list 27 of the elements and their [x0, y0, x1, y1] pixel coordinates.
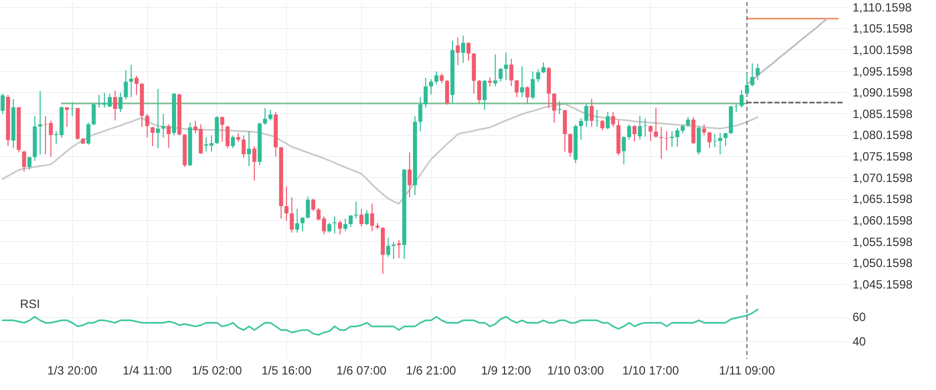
- x-tick-label: 1/10 17:00: [622, 364, 680, 378]
- y-tick-label: 1,045.1598: [852, 277, 913, 292]
- y-tick-label: 1,080.1598: [852, 128, 913, 142]
- y-tick-label: 60: [852, 310, 866, 324]
- x-tick-label: 1/5 02:00: [192, 364, 242, 378]
- chart-title: RSI: [20, 297, 40, 311]
- x-tick-label: 1/10 03:00: [547, 364, 604, 378]
- x-tick-label: 1/9 12:00: [480, 364, 532, 378]
- x-tick-label: 1/6 07:00: [336, 364, 387, 378]
- x-tick-label: 1/3 20:00: [47, 364, 98, 378]
- y-tick-label: 1,090.1598: [852, 86, 913, 100]
- y-tick-label: 40: [852, 334, 866, 348]
- y-tick-label: 1,095.1598: [852, 64, 913, 78]
- x-tick-label: 1/5 16:00: [261, 364, 312, 378]
- y-tick-label: 1,060.1598: [852, 213, 913, 228]
- y-tick-label: 1,110.1598: [852, 0, 912, 14]
- y-tick-label: 1,105.1598: [852, 22, 913, 36]
- y-tick-label: 1,075.1598: [852, 150, 913, 164]
- y-tick-label: 1,055.1598: [852, 234, 913, 249]
- y-tick-label: 1,100.1598: [852, 42, 913, 57]
- y-tick-label: 1,050.1598: [852, 256, 913, 270]
- x-tick-label: 1/6 21:00: [406, 364, 456, 378]
- y-tick-label: 1,085.1598: [852, 106, 913, 121]
- y-tick-label: 1,065.1598: [852, 192, 913, 206]
- x-tick-label: 1/11 09:00: [719, 364, 776, 378]
- y-tick-label: 1,070.1598: [852, 170, 913, 185]
- x-tick-label: 1/4 11:00: [122, 364, 172, 378]
